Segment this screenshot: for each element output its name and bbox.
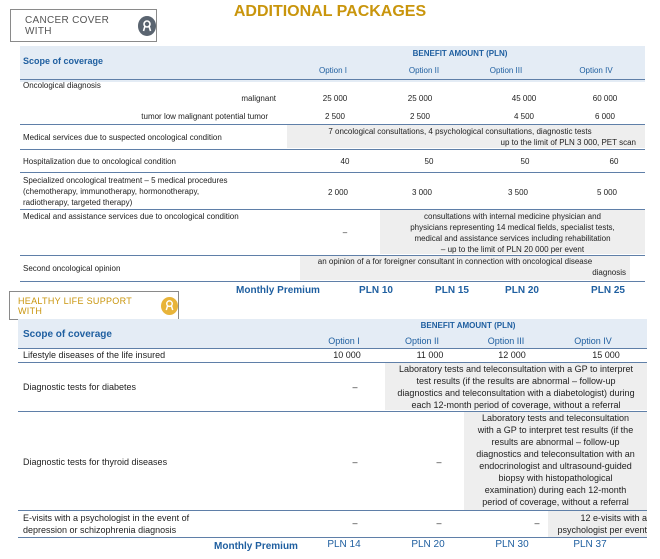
- evisit-dash-2: –: [436, 518, 442, 528]
- ribbon-icon: [137, 15, 156, 36]
- cancer-premium-2: PLN 15: [435, 285, 469, 296]
- diab-text-3: diagnostics and teleconsultation with a …: [397, 388, 635, 398]
- healthy-benefit-header: BENEFIT AMOUNT (PLN): [420, 321, 516, 330]
- evisit-dash-3: –: [534, 518, 540, 528]
- row-treatment-2: (chemotherapy, immunotherapy, hormonothe…: [23, 187, 200, 196]
- thyroid-dash-2: –: [436, 457, 442, 467]
- malignant-opt3: 45 000: [511, 94, 537, 103]
- healthy-option-4: Option IV: [574, 336, 612, 346]
- second-text-2: diagnosis: [592, 268, 626, 277]
- healthy-life-tag: HEALTHY LIFE SUPPORT WITH: [9, 291, 179, 320]
- lifestyle-opt3: 12 000: [498, 350, 526, 360]
- cancer-premium-label: Monthly Premium: [236, 285, 320, 296]
- tumor-opt2: 2 500: [409, 112, 431, 121]
- healthy-scope-header: Scope of coverage: [23, 329, 112, 340]
- malignant-opt1: 25 000: [322, 94, 348, 103]
- hosp-opt4: 60: [609, 157, 619, 166]
- healthy-premium-1: PLN 14: [327, 539, 361, 550]
- thyroid-dash-1: –: [352, 457, 358, 467]
- cancer-cover-label: CANCER COVER WITH: [25, 14, 110, 37]
- healthy-option-3: Option III: [487, 336, 525, 346]
- treat-opt3: 3 500: [507, 188, 529, 197]
- cancer-option-4: Option IV: [579, 66, 613, 75]
- row-evisits-1: E-visits with a psychologist in the even…: [23, 513, 190, 523]
- cancer-premium-1: PLN 10: [359, 285, 393, 296]
- cancer-premium-3: PLN 20: [505, 285, 539, 296]
- hosp-opt3: 50: [520, 157, 530, 166]
- healthy-option-1: Option I: [328, 336, 360, 346]
- lifestyle-opt4: 15 000: [592, 350, 620, 360]
- row-tumor: tumor low malignant potential tumor: [141, 112, 268, 121]
- page-title: ADDITIONAL PACKAGES: [233, 3, 427, 20]
- row-assistance: Medical and assistance services due to o…: [23, 212, 239, 221]
- cancer-option-3: Option III: [489, 66, 523, 75]
- assist-dash: –: [342, 228, 348, 237]
- row-medical-services: Medical services due to suspected oncolo…: [23, 133, 222, 142]
- cancer-option-2: Option II: [408, 66, 440, 75]
- row-lifestyle: Lifestyle diseases of the life insured: [23, 350, 166, 360]
- tumor-opt1: 2 500: [324, 112, 346, 121]
- healthy-life-label: HEALTHY LIFE SUPPORT WITH: [18, 295, 132, 316]
- diabetes-dash: –: [352, 382, 358, 392]
- row-second-opinion: Second oncological opinion: [23, 264, 121, 273]
- diab-text-4: each 12-month period of coverage, withou…: [411, 400, 621, 410]
- evisit-text-1: 12 e-visits with a: [580, 513, 647, 523]
- row-thyroid: Diagnostic tests for thyroid diseases: [23, 457, 168, 467]
- row-treatment-1: Specialized oncological treatment – 5 me…: [23, 176, 228, 185]
- cancer-benefit-header: BENEFIT AMOUNT (PLN): [412, 49, 508, 58]
- evisit-dash-1: –: [352, 518, 358, 528]
- med-services-text-2: up to the limit of PLN 3 000, PET scan: [500, 138, 636, 147]
- lifestyle-opt1: 10 000: [333, 350, 361, 360]
- assist-text-4: – up to the limit of PLN 20 000 per even…: [440, 245, 585, 254]
- row-malignant: malignant: [241, 94, 276, 103]
- malignant-opt2: 25 000: [407, 94, 433, 103]
- cancer-cover-tag: CANCER COVER WITH: [10, 9, 157, 42]
- thy-text-5: endocrinologist and ultrasound-guided: [479, 461, 632, 471]
- assist-text-2: physicians representing 14 medical field…: [410, 223, 615, 232]
- assist-text-1: consultations with internal medicine phy…: [424, 212, 601, 221]
- cancer-premium-4: PLN 25: [591, 285, 625, 296]
- hosp-opt2: 50: [424, 157, 434, 166]
- thy-text-7: examination) during each 12-month: [484, 485, 627, 495]
- second-text-1: an opinion of a for foreigner consultant…: [317, 257, 593, 266]
- diab-text-1: Laboratory tests and teleconsultation wi…: [399, 364, 633, 374]
- treat-opt4: 5 000: [596, 188, 618, 197]
- malignant-opt4: 60 000: [592, 94, 618, 103]
- assist-text-3: medical and assistance services includin…: [414, 234, 611, 243]
- tumor-opt3: 4 500: [513, 112, 535, 121]
- row-oncological-diagnosis: Oncological diagnosis: [23, 81, 101, 90]
- thy-text-3: results are abnormal – follow-up: [491, 437, 620, 447]
- thy-text-1: Laboratory tests and teleconsultation: [481, 413, 630, 423]
- med-services-text-1: 7 oncological consultations, 4 psycholog…: [328, 127, 592, 136]
- row-evisits-2: depression or schizophrenia diagnosis: [23, 525, 177, 535]
- cancer-option-1: Option I: [318, 66, 347, 75]
- thy-text-2: with a GP to interpret test results (if …: [477, 425, 634, 435]
- healthy-option-2: Option II: [404, 336, 440, 346]
- row-treatment-3: radiotherapy, targeted therapy): [23, 198, 133, 207]
- healthy-premium-2: PLN 20: [411, 539, 445, 550]
- row-diabetes: Diagnostic tests for diabetes: [23, 382, 137, 392]
- thy-text-4: diagnostics and teleconsultation with an: [476, 449, 635, 459]
- row-hospitalization: Hospitalization due to oncological condi…: [23, 157, 176, 166]
- thy-text-8: period of coverage, without a referral: [482, 497, 629, 507]
- diab-text-2: test results (if the results are abnorma…: [416, 376, 616, 386]
- treat-opt1: 2 000: [327, 188, 349, 197]
- cancer-scope-header: Scope of coverage: [23, 56, 104, 66]
- thy-text-6: biopsy with histopathological: [498, 473, 613, 483]
- healthy-premium-4: PLN 37: [573, 539, 607, 550]
- tumor-opt4: 6 000: [594, 112, 616, 121]
- treat-opt2: 3 000: [411, 188, 433, 197]
- evisit-text-2: psychologist per event: [557, 525, 647, 535]
- ribbon-icon: [160, 296, 178, 315]
- healthy-premium-3: PLN 30: [495, 539, 529, 550]
- hosp-opt1: 40: [340, 157, 350, 166]
- lifestyle-opt2: 11 000: [416, 350, 444, 360]
- healthy-premium-label: Monthly Premium: [214, 541, 298, 552]
